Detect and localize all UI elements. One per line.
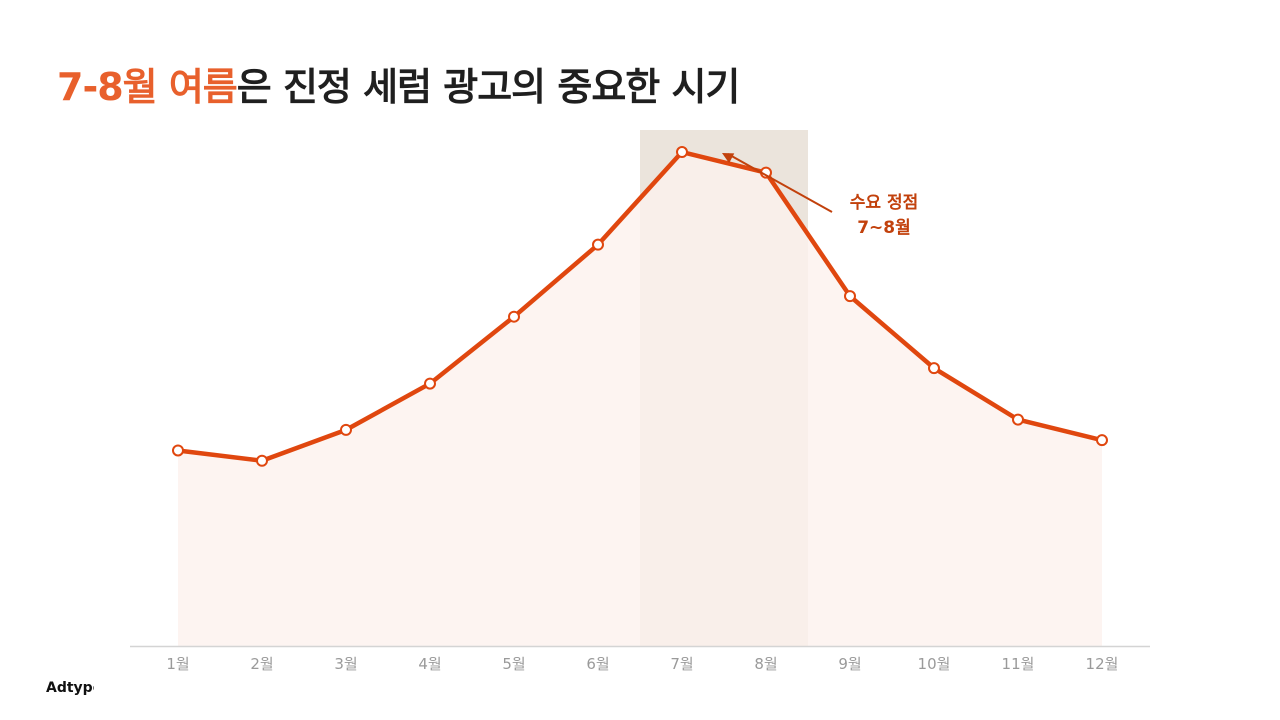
demand-area (178, 152, 1102, 646)
data-point (844, 290, 856, 303)
data-points (172, 146, 1108, 467)
data-point (424, 377, 436, 390)
brand-logo-text: Adtype (46, 680, 94, 696)
x-tick-label: 3월 (334, 655, 357, 673)
annotation-arrowhead (722, 153, 735, 164)
x-tick-label: 8월 (754, 655, 777, 673)
data-point (676, 146, 688, 159)
title-rest: 은 진정 세럼 광고의 중요한 시기 (236, 65, 741, 109)
peak-annotation: 수요 정점 7~8월 (722, 153, 918, 238)
x-tick-label: 4월 (418, 655, 441, 673)
x-tick-label: 6월 (586, 655, 609, 673)
x-tick-label: 10월 (918, 655, 951, 673)
page-title: 7-8월 여름은 진정 세럼 광고의 중요한 시기 (57, 56, 741, 111)
x-tick-label: 1월 (166, 655, 189, 673)
data-point (928, 362, 940, 375)
data-point (340, 423, 352, 436)
demand-line (175, 149, 1105, 464)
x-tick-label: 9월 (838, 655, 861, 673)
title-highlight: 7-8월 여름 (57, 65, 238, 109)
data-point (256, 454, 268, 467)
data-point (508, 310, 520, 323)
data-point (592, 238, 604, 251)
data-point (172, 444, 184, 457)
annotation-arrow (727, 153, 833, 213)
x-tick-labels: 1월 2월 3월 4월 5월 6월 7월 8월 9월 10월 11월 12월 (166, 655, 1118, 673)
x-tick-label: 12월 (1086, 655, 1119, 673)
x-tick-label: 5월 (502, 655, 525, 673)
data-point (1012, 413, 1024, 426)
x-tick-label: 7월 (670, 655, 693, 673)
x-tick-label: 2월 (250, 655, 273, 673)
annotation-line-1: 수요 정점 (850, 193, 918, 213)
x-tick-label: 11월 (1002, 655, 1035, 673)
data-point (1096, 434, 1108, 447)
annotation-line-2: 7~8월 (857, 218, 911, 238)
